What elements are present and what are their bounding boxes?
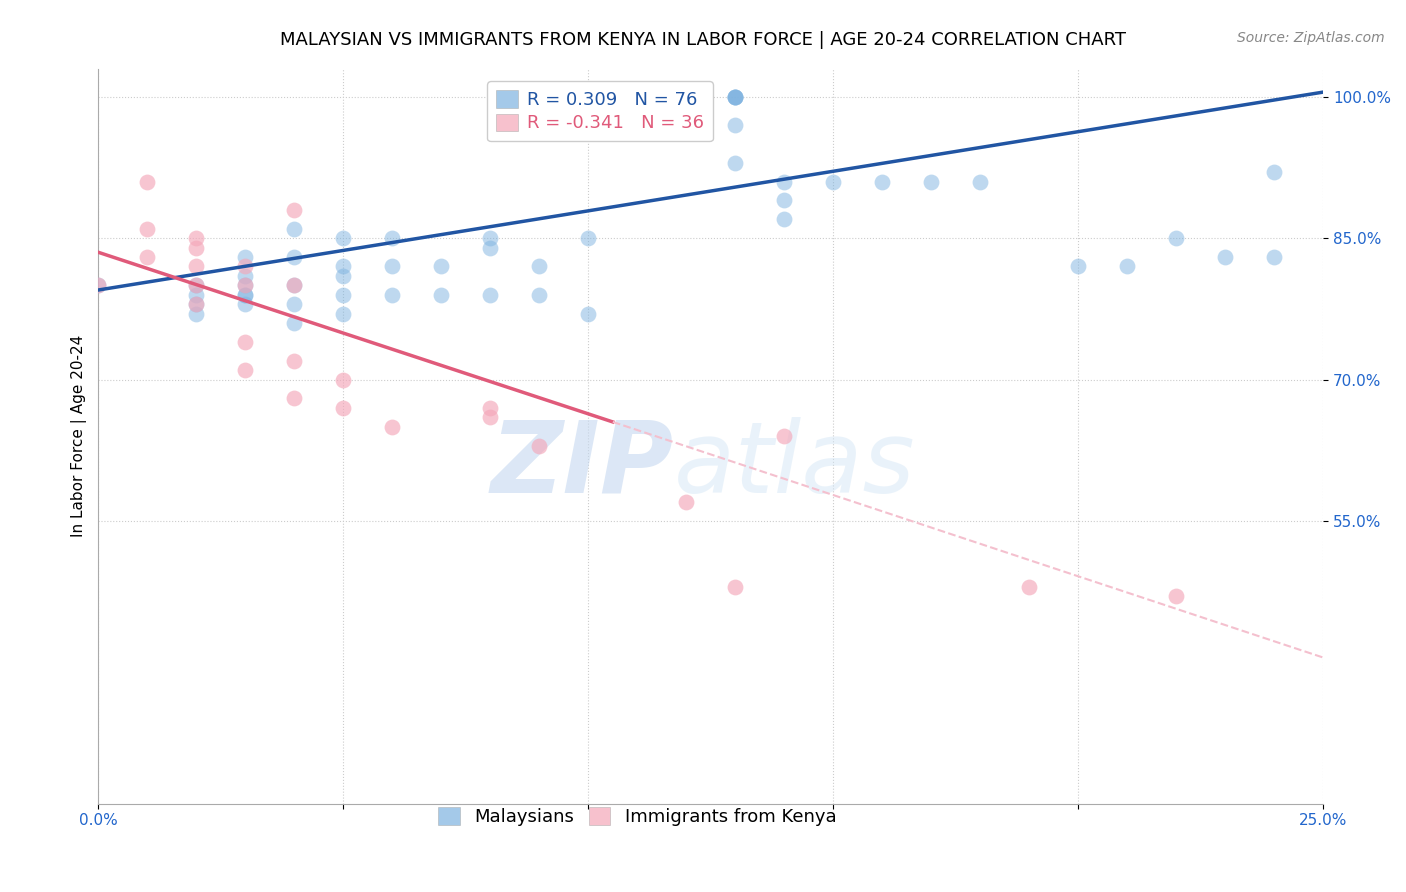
- Point: [872, 175, 894, 189]
- Point: [233, 268, 256, 283]
- Y-axis label: In Labor Force | Age 20-24: In Labor Force | Age 20-24: [72, 335, 87, 537]
- Point: [87, 278, 110, 293]
- Point: [675, 109, 697, 123]
- Point: [920, 175, 942, 189]
- Point: [724, 155, 747, 169]
- Point: [479, 241, 502, 255]
- Point: [479, 410, 502, 425]
- Point: [675, 90, 697, 104]
- Point: [381, 419, 404, 434]
- Point: [675, 90, 697, 104]
- Point: [136, 175, 159, 189]
- Point: [529, 438, 551, 452]
- Point: [186, 297, 208, 311]
- Point: [724, 580, 747, 594]
- Point: [233, 334, 256, 349]
- Point: [675, 90, 697, 104]
- Point: [675, 90, 697, 104]
- Point: [529, 287, 551, 301]
- Point: [430, 287, 453, 301]
- Point: [233, 250, 256, 264]
- Point: [233, 363, 256, 377]
- Point: [283, 278, 305, 293]
- Point: [1166, 590, 1188, 604]
- Point: [479, 231, 502, 245]
- Point: [675, 90, 697, 104]
- Point: [233, 297, 256, 311]
- Point: [1263, 165, 1285, 179]
- Point: [1263, 250, 1285, 264]
- Point: [283, 202, 305, 217]
- Point: [233, 278, 256, 293]
- Point: [186, 297, 208, 311]
- Point: [773, 212, 796, 227]
- Point: [724, 90, 747, 104]
- Point: [724, 118, 747, 132]
- Point: [626, 90, 648, 104]
- Point: [136, 221, 159, 235]
- Point: [332, 307, 354, 321]
- Point: [823, 175, 845, 189]
- Point: [332, 287, 354, 301]
- Point: [186, 260, 208, 274]
- Point: [186, 278, 208, 293]
- Point: [675, 495, 697, 509]
- Point: [1166, 231, 1188, 245]
- Point: [186, 278, 208, 293]
- Point: [283, 278, 305, 293]
- Point: [332, 231, 354, 245]
- Point: [626, 90, 648, 104]
- Point: [724, 90, 747, 104]
- Point: [233, 287, 256, 301]
- Point: [233, 278, 256, 293]
- Point: [283, 353, 305, 368]
- Point: [479, 401, 502, 415]
- Point: [675, 90, 697, 104]
- Text: Source: ZipAtlas.com: Source: ZipAtlas.com: [1237, 31, 1385, 45]
- Point: [576, 307, 599, 321]
- Point: [1116, 260, 1139, 274]
- Point: [332, 268, 354, 283]
- Point: [675, 90, 697, 104]
- Point: [186, 241, 208, 255]
- Point: [186, 287, 208, 301]
- Point: [381, 231, 404, 245]
- Point: [529, 260, 551, 274]
- Text: atlas: atlas: [673, 417, 915, 514]
- Point: [233, 260, 256, 274]
- Point: [430, 260, 453, 274]
- Point: [283, 221, 305, 235]
- Point: [87, 278, 110, 293]
- Point: [186, 307, 208, 321]
- Point: [724, 90, 747, 104]
- Text: ZIP: ZIP: [491, 417, 673, 514]
- Point: [186, 231, 208, 245]
- Point: [332, 260, 354, 274]
- Point: [283, 297, 305, 311]
- Point: [332, 372, 354, 386]
- Point: [381, 287, 404, 301]
- Point: [283, 392, 305, 406]
- Point: [1018, 580, 1040, 594]
- Point: [283, 250, 305, 264]
- Point: [773, 194, 796, 208]
- Point: [479, 287, 502, 301]
- Point: [136, 250, 159, 264]
- Point: [969, 175, 991, 189]
- Point: [1067, 260, 1090, 274]
- Point: [233, 287, 256, 301]
- Legend: Malaysians, Immigrants from Kenya: Malaysians, Immigrants from Kenya: [429, 798, 845, 835]
- Point: [724, 90, 747, 104]
- Point: [283, 316, 305, 330]
- Point: [332, 401, 354, 415]
- Point: [381, 260, 404, 274]
- Point: [773, 175, 796, 189]
- Point: [1213, 250, 1236, 264]
- Point: [576, 231, 599, 245]
- Point: [773, 429, 796, 443]
- Text: MALAYSIAN VS IMMIGRANTS FROM KENYA IN LABOR FORCE | AGE 20-24 CORRELATION CHART: MALAYSIAN VS IMMIGRANTS FROM KENYA IN LA…: [280, 31, 1126, 49]
